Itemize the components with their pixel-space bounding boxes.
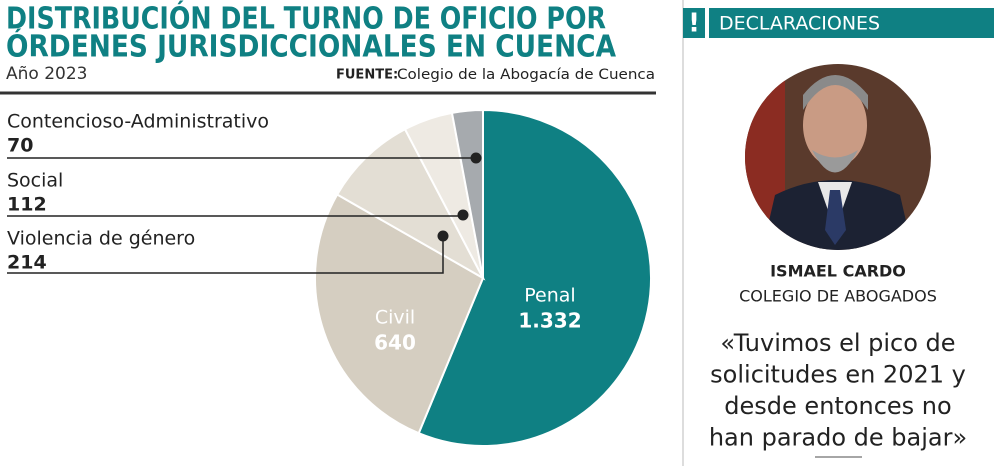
pie-slice [450,108,484,279]
pie-slice [417,108,652,447]
source-label: FUENTE: [336,68,398,83]
leader-dot [457,209,469,221]
slice-label: Civil [375,307,415,329]
category-label: Contencioso-Administrativo [7,111,269,133]
sidebar-header: DECLARACIONES [719,13,880,35]
category-label: Social [7,170,63,192]
slice-value: 640 [374,331,416,355]
leader-dot [470,152,482,164]
quote: «Tuvimos el pico de solicitudes en 2021 y… [709,329,967,452]
quote-line: solicitudes en 2021 y [710,361,966,389]
leader-line [7,236,444,274]
speaker-name: ISMAEL CARDO [770,262,906,281]
slice-value: 1.332 [518,309,581,333]
source: Colegio de la Abogacía de Cuenca [397,67,655,83]
header-icon: ! [688,9,700,39]
quote-line: desde entonces no [724,392,951,420]
leader-dot [437,230,449,242]
category-value: 70 [7,135,33,157]
header-gap [705,8,709,38]
category-label: Violencia de género [7,228,195,250]
sidebar-header-box [683,8,994,38]
title-line: ÓRDENES JURISDICCIONALES EN CUENCA [6,28,617,65]
subtitle: Año 2023 [6,64,87,84]
portrait [745,64,931,250]
quote-line: «Tuvimos el pico de [720,329,955,357]
slice-label: Penal [524,285,575,307]
speaker-role: COLEGIO DE ABOGADOS [739,287,937,306]
category-value: 214 [7,252,47,274]
category-value: 112 [7,194,47,216]
pie-slice [335,127,486,281]
quote-line: han parado de bajar» [709,424,967,452]
title-line: DISTRIBUCIÓN DEL TURNO DE OFICIO POR [6,0,606,37]
